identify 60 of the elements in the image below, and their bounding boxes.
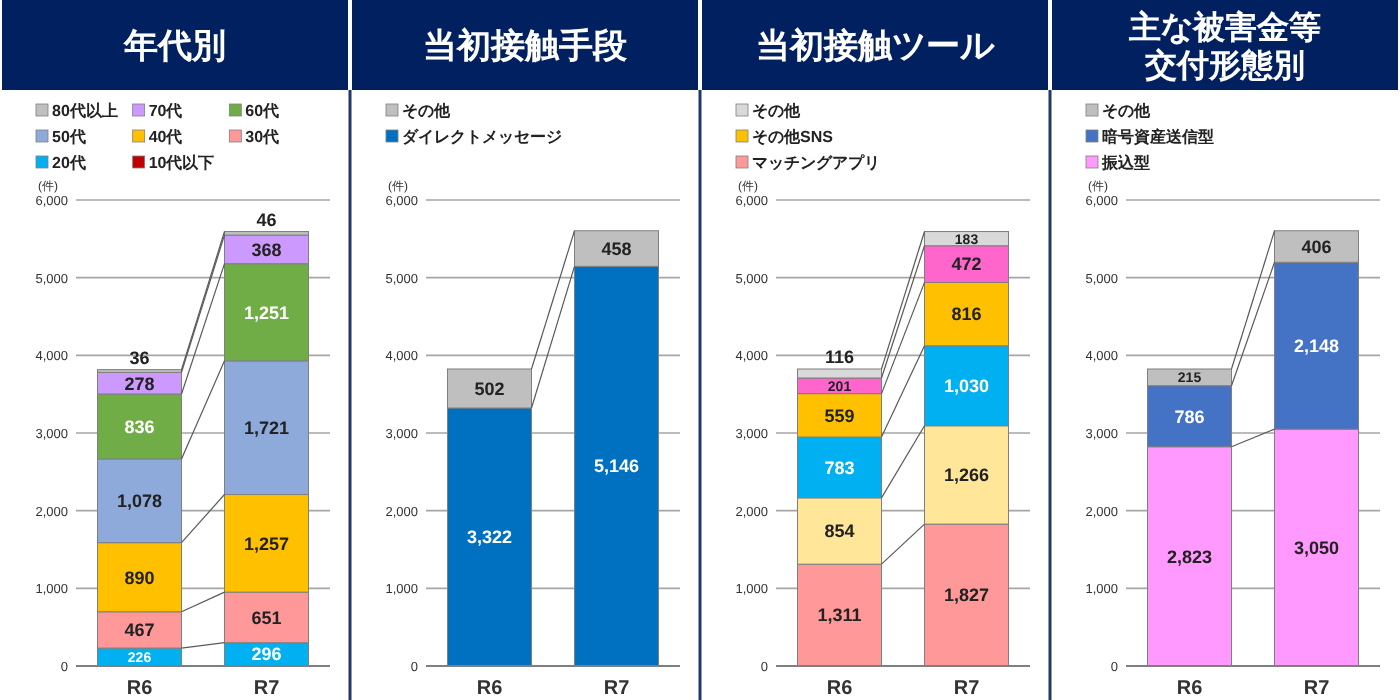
legend-label: 20代 [52,154,86,172]
data-label: 1,078 [116,491,163,512]
legend-label: その他 [1102,102,1152,120]
legend-label: その他SNS [752,128,835,146]
data-label: 2,823 [1166,546,1213,567]
legend-label: 10代以下 [148,154,215,172]
chart-title: 当初接触ツール [756,27,996,65]
legend-label: その他 [752,102,802,120]
data-label: 1,030 [943,376,990,397]
x-tick-label: R6 [126,678,154,700]
legend-label: ダイレクトメッセージ [402,128,562,146]
chart-title: 主な被害金等交付形態別 [1127,8,1321,84]
data-label: 3,322 [466,527,513,548]
data-label: 890 [124,567,155,588]
data-label: 46 [256,209,277,230]
legend-label: 30代 [245,128,280,146]
legend-label: 40代 [148,128,183,146]
data-label: 2,148 [1293,336,1340,356]
data-label: 651 [251,607,282,628]
x-tick-label: R6 [1176,678,1204,700]
x-tick-label: R6 [476,678,504,700]
x-tick-label: R7 [953,678,981,700]
x-tick-label: R7 [1303,678,1331,700]
data-label: 1,827 [943,585,990,606]
data-label: 116 [824,347,855,367]
legend-label: 60代 [245,102,280,120]
legend-label: 暗号資産送信型 [1102,126,1214,146]
data-label: 368 [251,239,282,260]
data-label: 816 [951,304,982,325]
legend-label: 50代 [52,128,86,146]
legend-label: 振込型 [1100,154,1150,172]
data-label: 278 [124,373,155,394]
data-label: 406 [1301,236,1332,257]
x-tick-label: R6 [826,678,854,700]
data-label: 1,257 [243,533,290,554]
data-label: 5,146 [593,456,640,477]
data-label: 472 [951,254,982,275]
data-label: 36 [129,347,150,368]
x-tick-label: R7 [603,678,631,700]
legend-label: 70代 [148,102,183,120]
legend-label: 80代以上 [52,102,118,120]
data-label: 296 [251,644,282,665]
legend-label: その他 [402,102,452,120]
data-label: 836 [124,416,155,437]
data-label: 502 [474,378,505,399]
data-label: 1,251 [243,302,290,323]
chart-title: 年代別 [122,27,226,65]
data-label: 467 [124,620,155,641]
legend-label: マッチングアプリ [752,154,880,172]
data-label: 783 [824,457,855,478]
chart-title: 当初接触手段 [423,27,629,65]
data-label: 786 [1174,406,1205,427]
data-label: 1,721 [243,417,290,438]
data-label: 1,266 [943,465,990,486]
data-label: 1,311 [817,605,862,626]
data-label: 458 [601,238,632,259]
data-label: 854 [824,521,855,542]
data-label: 559 [824,405,855,426]
x-tick-label: R7 [253,678,281,700]
data-label: 3,050 [1293,537,1340,558]
